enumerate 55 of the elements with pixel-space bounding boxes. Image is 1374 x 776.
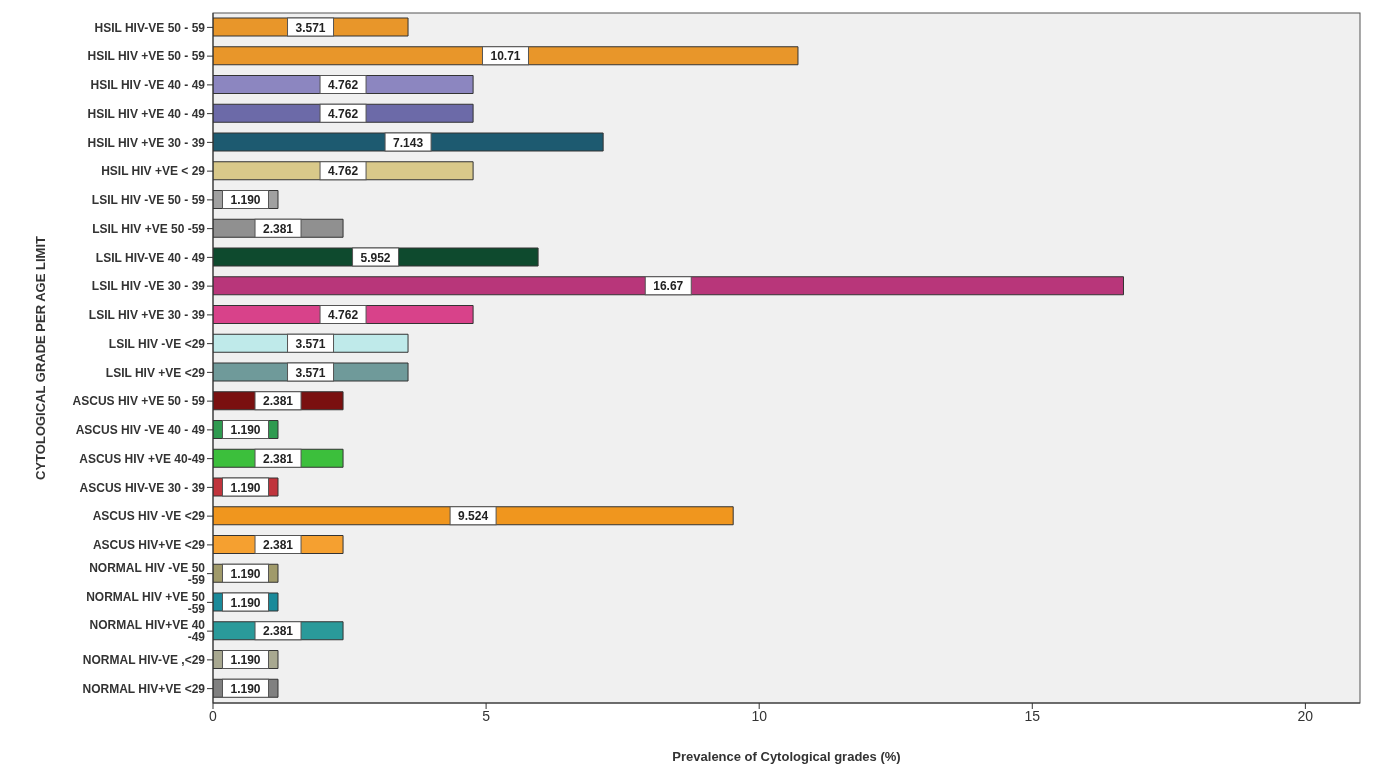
x-tick-label: 0 (209, 707, 218, 724)
y-tick-label: HSIL HIV -VE 40 - 49 (90, 78, 206, 93)
data-label: 1.190 (230, 681, 261, 696)
y-tick-label: LSIL HIV -VE 50 - 59 (91, 193, 206, 208)
x-tick-label: 20 (1297, 707, 1314, 724)
y-tick-label: HSIL HIV +VE 40 - 49 (87, 106, 206, 121)
data-label: 2.381 (263, 451, 294, 466)
data-label: 1.190 (230, 480, 261, 495)
data-label: 1.190 (230, 653, 261, 667)
data-label: 3.571 (295, 336, 326, 351)
y-tick-label: NORMAL HIV +VE 50 -59 (86, 589, 206, 616)
data-label: 5.952 (360, 250, 391, 265)
y-tick-label: LSIL HIV +VE <29 (105, 365, 206, 380)
data-label: 16.67 (653, 279, 684, 294)
data-label: 1.190 (230, 566, 261, 581)
data-label: 2.381 (263, 538, 294, 552)
y-tick-label: LSIL HIV +VE 30 - 39 (88, 308, 206, 323)
y-tick-label: LSIL HIV-VE 40 - 49 (95, 250, 206, 265)
y-tick-label: NORMAL HIV -VE 50 -59 (89, 560, 206, 587)
data-label: 2.381 (263, 624, 294, 639)
y-tick-label: ASCUS HIV-VE 30 - 39 (79, 480, 206, 495)
y-tick-label: HSIL HIV +VE 50 - 59 (87, 49, 206, 64)
data-label: 1.190 (230, 193, 261, 207)
data-label: 1.190 (230, 595, 261, 610)
y-tick-label: ASCUS HIV +VE 50 - 59 (72, 394, 206, 409)
y-tick-label: ASCUS HIV +VE 40-49 (79, 451, 206, 466)
data-label: 4.762 (328, 164, 359, 179)
y-tick-label: LSIL HIV -VE 30 - 39 (91, 279, 206, 294)
x-tick-label: 10 (751, 707, 768, 724)
x-tick-label: 15 (1024, 707, 1041, 724)
data-label: 7.143 (393, 135, 424, 150)
y-tick-label: HSIL HIV +VE 30 - 39 (87, 135, 206, 150)
data-label: 3.571 (295, 365, 326, 380)
y-tick-label: ASCUS HIV -VE 40 - 49 (75, 423, 206, 438)
x-tick-label: 5 (482, 707, 491, 724)
data-label: 4.762 (328, 78, 359, 92)
y-tick-label: LSIL HIV -VE <29 (108, 336, 206, 351)
y-axis-title: CYTOLOGICAL GRADE PER AGE LIMIT (32, 236, 48, 480)
y-tick-label: NORMAL HIV-VE ,<29 (82, 653, 206, 668)
y-tick-label: NORMAL HIV+VE <29 (82, 681, 206, 696)
data-label: 4.762 (328, 308, 359, 322)
data-label: 2.381 (263, 394, 294, 409)
y-tick-label: NORMAL HIV+VE 40 -49 (89, 618, 206, 645)
data-label: 10.71 (490, 49, 521, 64)
y-tick-label: ASCUS HIV -VE <29 (92, 509, 206, 524)
data-label: 4.762 (328, 106, 359, 121)
data-label: 3.571 (295, 20, 326, 35)
y-tick-label: HSIL HIV-VE 50 - 59 (94, 20, 206, 35)
y-tick-label: HSIL HIV +VE < 29 (101, 164, 206, 179)
data-label: 2.381 (263, 221, 294, 236)
x-axis-title: Prevalence of Cytological grades (%) (672, 749, 901, 764)
data-label: 1.190 (230, 423, 261, 437)
data-label: 9.524 (458, 509, 489, 524)
y-tick-label: LSIL HIV +VE 50 -59 (92, 221, 206, 236)
y-tick-label: ASCUS HIV+VE <29 (92, 538, 206, 553)
